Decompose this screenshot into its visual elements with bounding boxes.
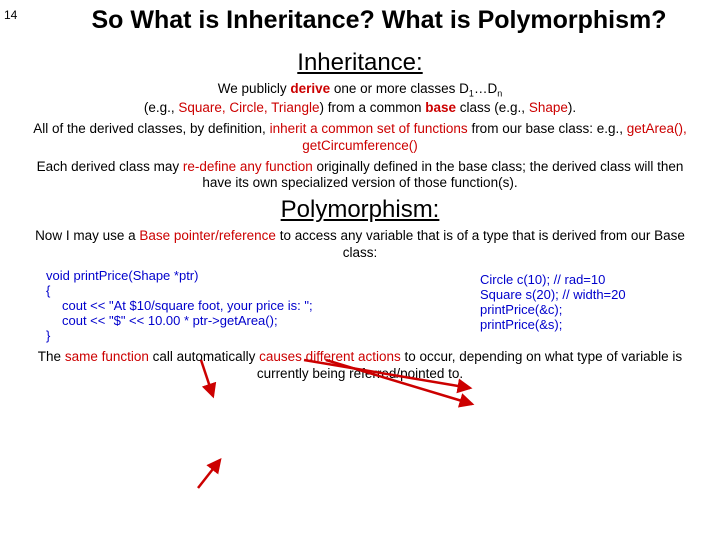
text: All of the derived classes, by definitio… (33, 121, 269, 136)
text: We publicly (218, 81, 291, 96)
inheritance-p1: We publicly derive one or more classes D… (24, 81, 696, 117)
text: to access any variable that is of a type… (276, 228, 685, 260)
text: (e.g., (144, 100, 179, 115)
text-samefn: same function (65, 349, 149, 364)
text: from our base class: e.g., (468, 121, 627, 136)
text-base: base (425, 100, 456, 115)
text: call automatically (149, 349, 259, 364)
text-shape: Shape (529, 100, 568, 115)
code-row: void printPrice(Shape *ptr) { cout << "A… (40, 268, 680, 343)
code-left: void printPrice(Shape *ptr) { cout << "A… (40, 268, 480, 343)
text: Now I may use a (35, 228, 139, 243)
text: one or more classes D (330, 81, 469, 96)
text-diffactions: causes different actions (259, 349, 401, 364)
code-line: printPrice(&s); (480, 317, 680, 332)
text-baseptr: Base pointer/reference (139, 228, 276, 243)
inheritance-header: Inheritance: (0, 49, 720, 77)
code-line: Square s(20); // width=20 (480, 287, 680, 302)
code-line: } (46, 328, 480, 343)
page-number: 14 (4, 8, 17, 22)
text-redefine: re-define any function (183, 159, 313, 174)
polymorphism-header: Polymorphism: (0, 196, 720, 224)
inheritance-p3: Each derived class may re-define any fun… (24, 159, 696, 193)
slide-title: So What is Inheritance? What is Polymorp… (38, 6, 720, 35)
text-derive: derive (290, 81, 330, 96)
arrow-4-icon (190, 456, 240, 496)
code-line: { (46, 283, 480, 298)
text: The (38, 349, 65, 364)
polymorphism-p1: Now I may use a Base pointer/reference t… (24, 228, 696, 262)
code-line: void printPrice(Shape *ptr) (46, 268, 480, 283)
text: class (e.g., (456, 100, 529, 115)
text-shapes: Square, Circle, Triangle (178, 100, 319, 115)
code-line: cout << "$" << 10.00 * ptr->getArea(); (46, 313, 480, 328)
code-right: Circle c(10); // rad=10 Square s(20); //… (480, 268, 680, 343)
text: ). (568, 100, 576, 115)
polymorphism-p2: The same function call automatically cau… (24, 349, 696, 383)
inheritance-p2: All of the derived classes, by definitio… (24, 121, 696, 155)
code-line: cout << "At $10/square foot, your price … (46, 298, 480, 313)
text: …D (474, 81, 497, 96)
code-line: Circle c(10); // rad=10 (480, 272, 680, 287)
text: ) from a common (319, 100, 425, 115)
text-inherit: inherit a common set of functions (270, 121, 468, 136)
sub-n: n (497, 89, 502, 99)
code-line: printPrice(&c); (480, 302, 680, 317)
text: Each derived class may (37, 159, 183, 174)
